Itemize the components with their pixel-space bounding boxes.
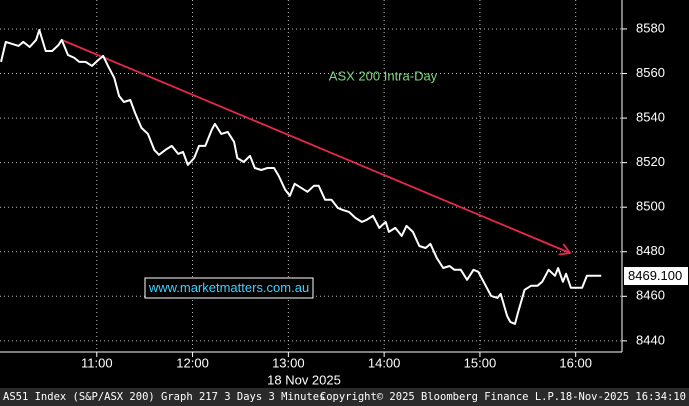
last-price-box — [624, 267, 688, 286]
x-tick-label: 15:00 — [464, 355, 497, 370]
last-price-label: 8469.100 — [628, 268, 682, 283]
footer-bar — [0, 388, 689, 406]
footer-left: AS51 Index (S&P/ASX 200) Graph 217 3 Day… — [3, 391, 325, 403]
watermark: www.marketmatters.com.au — [148, 280, 309, 295]
y-tick-label: 8440 — [636, 332, 665, 347]
footer-center: Copyright© 2025 Bloomberg Finance L.P. — [320, 391, 560, 403]
x-tick-label: 14:00 — [368, 355, 401, 370]
x-tick-label: 11:00 — [81, 355, 113, 370]
y-tick-label: 8460 — [636, 288, 665, 303]
y-tick-label: 8540 — [636, 110, 665, 125]
x-tick-label: 12:00 — [176, 355, 209, 370]
y-tick-label: 8480 — [636, 243, 665, 258]
y-tick-label: 8500 — [636, 199, 665, 214]
price-line — [0, 28, 602, 325]
y-tick-label: 8560 — [636, 65, 665, 80]
x-axis-label: 18 Nov 2025 — [267, 372, 341, 387]
y-tick-label: 8520 — [636, 154, 665, 169]
x-tick-label: 13:00 — [272, 355, 305, 370]
watermark-box — [144, 277, 314, 299]
chart-title: ASX 200 Intra-Day — [329, 68, 438, 83]
footer-right: 18-Nov-2025 16:34:10 — [560, 391, 686, 403]
x-tick-label: 16:00 — [559, 355, 592, 370]
y-tick-label: 8580 — [636, 20, 665, 35]
trend-arrow — [61, 39, 570, 253]
